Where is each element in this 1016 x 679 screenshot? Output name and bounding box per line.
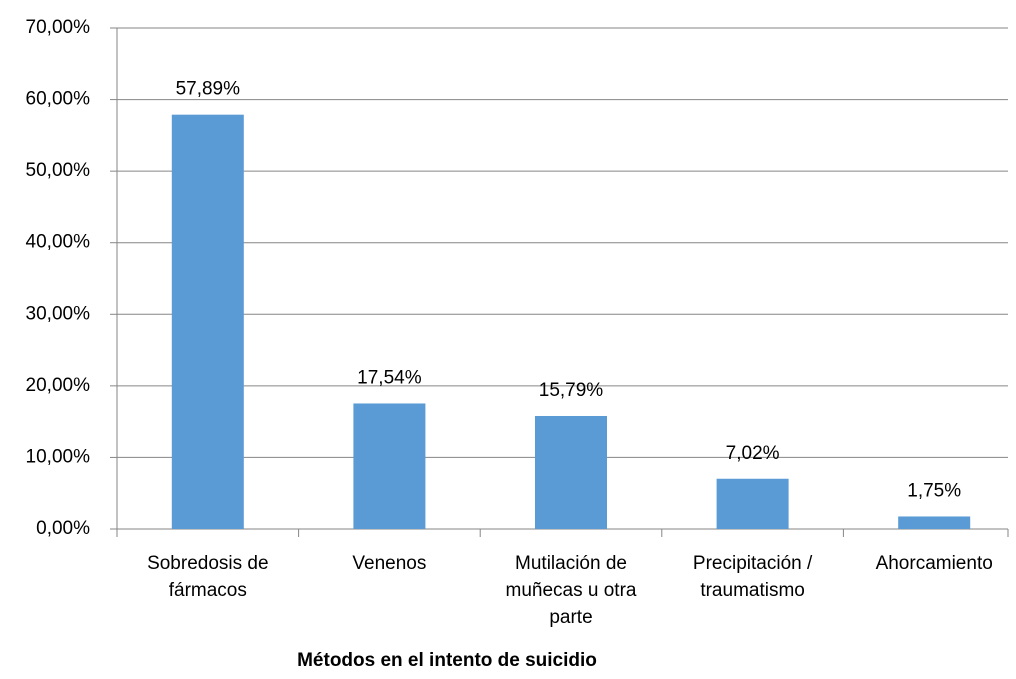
data-label: 1,75% <box>907 480 961 501</box>
y-tick-label: 20,00% <box>26 375 91 396</box>
bar <box>353 403 426 529</box>
y-tick-label: 50,00% <box>26 160 91 181</box>
y-tick-label: 30,00% <box>26 303 91 324</box>
x-tick-label: Venenos <box>352 553 427 574</box>
data-label: 15,79% <box>539 380 604 401</box>
data-label: 7,02% <box>726 443 780 464</box>
bar <box>171 114 244 529</box>
data-label: 57,89% <box>176 79 241 100</box>
data-label: 17,54% <box>357 367 422 388</box>
y-tick-label: 60,00% <box>26 89 91 110</box>
y-tick-label: 10,00% <box>26 446 91 467</box>
y-tick-label: 70,00% <box>26 17 91 38</box>
x-tick-label: Sobredosis de fármacos <box>147 553 269 601</box>
bar <box>716 478 789 529</box>
x-axis-title: Métodos en el intento de suicidio <box>297 650 597 671</box>
bar <box>535 415 607 529</box>
x-tick-label: Mutilación de muñecas u otra parte <box>505 553 637 628</box>
y-tick-label: 40,00% <box>26 232 91 253</box>
bar <box>898 516 971 529</box>
y-tick-label: 0,00% <box>36 518 90 539</box>
x-tick-label: Ahorcamiento <box>875 553 993 574</box>
x-tick-label: Precipitación / traumatismo <box>692 553 813 601</box>
